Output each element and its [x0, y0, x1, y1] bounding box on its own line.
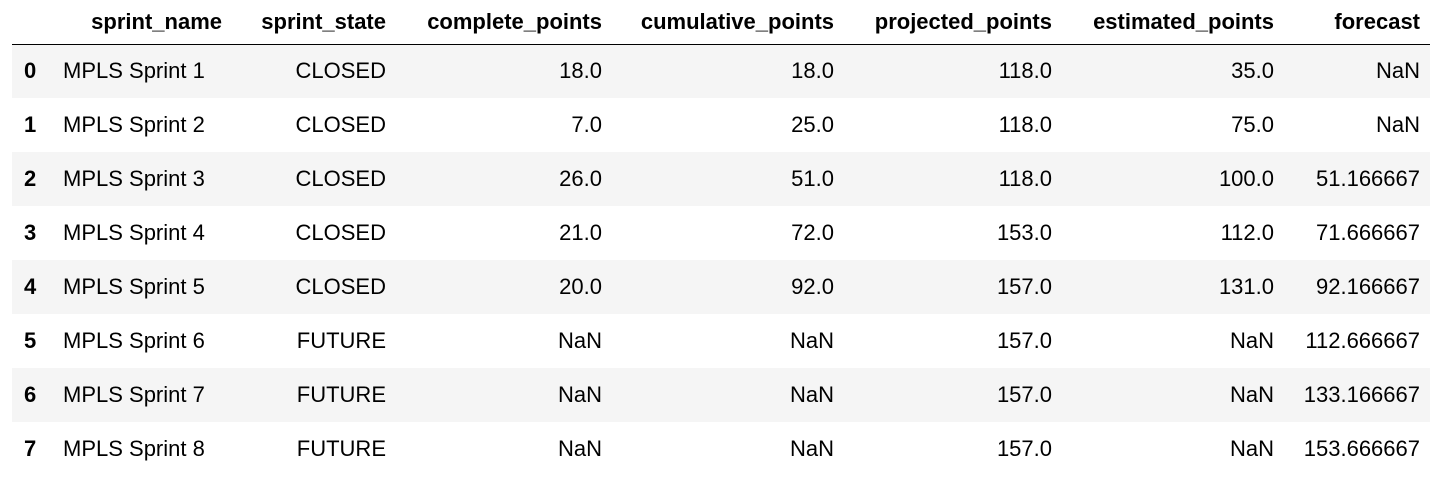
cumulative-points-cell: 51.0	[791, 166, 834, 191]
sprint-state-cell: FUTURE	[296, 382, 386, 407]
projected-points-cell: 157.0	[996, 274, 1052, 299]
forecast-cell: 71.666667	[1316, 220, 1420, 245]
estimated-points-cell: NaN	[1229, 436, 1274, 461]
estimated-points-cell: 75.0	[1231, 112, 1274, 137]
projected-points-cell: 157.0	[996, 328, 1052, 353]
complete-points-cell: 20.0	[559, 274, 602, 299]
sprint-name-cell: MPLS Sprint 7	[63, 382, 205, 407]
projected-points-cell: 118.0	[998, 112, 1052, 137]
index-header	[12, 0, 52, 45]
column-header-cumulative-points: cumulative_points	[612, 0, 844, 45]
cumulative-points-cell: 92.0	[791, 274, 834, 299]
estimated-points-cell: NaN	[1229, 382, 1274, 407]
table-row: 4 MPLS Sprint 5 CLOSED 20.0 92.0 157.0 1…	[12, 260, 1430, 314]
column-header-estimated-points: estimated_points	[1062, 0, 1284, 45]
header-row: sprint_name sprint_state complete_points…	[12, 0, 1430, 45]
sprint-name-cell: MPLS Sprint 6	[63, 328, 205, 353]
sprint-name-cell: MPLS Sprint 2	[63, 112, 205, 137]
estimated-points-cell: 100.0	[1218, 166, 1274, 191]
complete-points-cell: NaN	[557, 328, 602, 353]
forecast-cell: 153.666667	[1303, 436, 1420, 461]
dataframe-table: sprint_name sprint_state complete_points…	[12, 0, 1430, 476]
cumulative-points-cell: 72.0	[791, 220, 834, 245]
row-index: 7	[24, 436, 37, 461]
table-row: 1 MPLS Sprint 2 CLOSED 7.0 25.0 118.0 75…	[12, 98, 1430, 152]
column-header-sprint-name: sprint_name	[52, 0, 232, 45]
table-row: 3 MPLS Sprint 4 CLOSED 21.0 72.0 153.0 1…	[12, 206, 1430, 260]
forecast-cell: 92.166667	[1316, 274, 1420, 299]
cumulative-points-cell: 25.0	[791, 112, 834, 137]
estimated-points-cell: 131.0	[1218, 274, 1274, 299]
estimated-points-cell: 112.0	[1220, 220, 1274, 245]
cumulative-points-cell: NaN	[789, 328, 834, 353]
row-index: 5	[24, 328, 37, 353]
sprint-name-cell: MPLS Sprint 5	[63, 274, 205, 299]
row-index: 4	[24, 274, 37, 299]
sprint-state-cell: CLOSED	[295, 112, 386, 137]
forecast-cell: 112.666667	[1305, 328, 1420, 353]
complete-points-cell: 26.0	[559, 166, 602, 191]
column-header-sprint-state: sprint_state	[232, 0, 396, 45]
sprint-state-cell: CLOSED	[295, 58, 386, 84]
column-header-forecast: forecast	[1284, 0, 1430, 45]
cumulative-points-cell: NaN	[789, 436, 834, 461]
estimated-points-cell: NaN	[1229, 328, 1274, 353]
row-index: 1	[24, 112, 37, 137]
estimated-points-cell: 35.0	[1231, 58, 1274, 84]
table-header: sprint_name sprint_state complete_points…	[12, 0, 1430, 45]
forecast-cell: NaN	[1375, 58, 1420, 84]
sprint-name-cell: MPLS Sprint 8	[63, 436, 205, 461]
projected-points-cell: 118.0	[998, 166, 1052, 191]
column-header-projected-points: projected_points	[844, 0, 1062, 45]
projected-points-cell: 153.0	[996, 220, 1052, 245]
projected-points-cell: 157.0	[996, 436, 1052, 461]
table-row: 7 MPLS Sprint 8 FUTURE NaN NaN 157.0 NaN…	[12, 422, 1430, 476]
dataframe-container: sprint_name sprint_state complete_points…	[12, 0, 1430, 476]
forecast-cell: NaN	[1375, 112, 1420, 137]
sprint-state-cell: FUTURE	[296, 436, 386, 461]
sprint-name-cell: MPLS Sprint 4	[63, 220, 205, 245]
projected-points-cell: 157.0	[996, 382, 1052, 407]
complete-points-cell: 18.0	[559, 58, 602, 84]
sprint-name-cell: MPLS Sprint 3	[63, 166, 205, 191]
forecast-cell: 133.166667	[1303, 382, 1420, 407]
table-row: 5 MPLS Sprint 6 FUTURE NaN NaN 157.0 NaN…	[12, 314, 1430, 368]
table-body: 0 MPLS Sprint 1 CLOSED 18.0 18.0 118.0 3…	[12, 44, 1430, 476]
complete-points-cell: NaN	[557, 382, 602, 407]
complete-points-cell: NaN	[557, 436, 602, 461]
table-row: 0 MPLS Sprint 1 CLOSED 18.0 18.0 118.0 3…	[12, 44, 1430, 98]
cumulative-points-cell: 18.0	[791, 58, 834, 84]
sprint-state-cell: FUTURE	[296, 328, 386, 353]
forecast-cell: 51.166667	[1316, 166, 1420, 191]
sprint-name-cell: MPLS Sprint 1	[63, 58, 205, 84]
row-index: 0	[24, 58, 37, 84]
cumulative-points-cell: NaN	[789, 382, 834, 407]
sprint-state-cell: CLOSED	[295, 220, 386, 245]
complete-points-cell: 21.0	[559, 220, 602, 245]
column-header-complete-points: complete_points	[396, 0, 612, 45]
row-index: 3	[24, 220, 37, 245]
table-row: 2 MPLS Sprint 3 CLOSED 26.0 51.0 118.0 1…	[12, 152, 1430, 206]
table-row: 6 MPLS Sprint 7 FUTURE NaN NaN 157.0 NaN…	[12, 368, 1430, 422]
complete-points-cell: 7.0	[571, 112, 602, 137]
row-index: 2	[24, 166, 37, 191]
sprint-state-cell: CLOSED	[295, 274, 386, 299]
row-index: 6	[24, 382, 37, 407]
projected-points-cell: 118.0	[998, 58, 1052, 84]
sprint-state-cell: CLOSED	[295, 166, 386, 191]
